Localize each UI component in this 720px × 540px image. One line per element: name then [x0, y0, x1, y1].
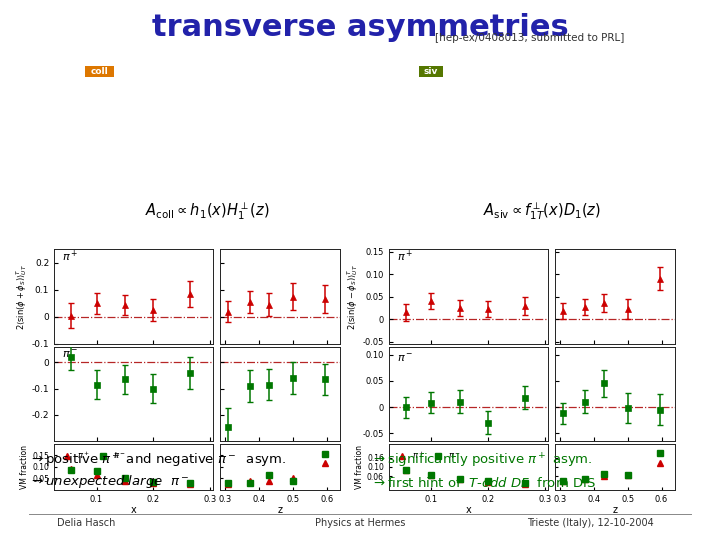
FancyBboxPatch shape	[419, 66, 443, 77]
X-axis label: z: z	[278, 505, 283, 515]
Text: $A_{\rm siv} \propto f_{1T}^\perp(x)D_1(z)$: $A_{\rm siv} \propto f_{1T}^\perp(x)D_1(…	[483, 201, 601, 222]
Text: Physics at Hermes: Physics at Hermes	[315, 518, 405, 529]
Text: Trieste (Italy), 12-10-2004: Trieste (Italy), 12-10-2004	[527, 518, 654, 529]
Text: $\pi^+$: $\pi^+$	[397, 248, 413, 264]
Legend: $\pi^+$, $\pi^-$: $\pi^+$, $\pi^-$	[393, 448, 462, 461]
Legend: $\pi^+$, $\pi^-$: $\pi^+$, $\pi^-$	[58, 448, 127, 461]
Text: $\rightarrow$positive $\pi^+$ and negative $\pi^-$  asym.: $\rightarrow$positive $\pi^+$ and negati…	[29, 452, 287, 470]
Y-axis label: VM fraction: VM fraction	[20, 445, 30, 489]
Text: $\pi^-$: $\pi^-$	[397, 353, 413, 364]
Text: $\pi^+$: $\pi^+$	[62, 248, 78, 264]
Y-axis label: VM fraction: VM fraction	[355, 445, 364, 489]
X-axis label: z: z	[613, 505, 618, 515]
FancyBboxPatch shape	[85, 66, 114, 77]
Text: $A_{\rm coll} \propto h_1(x)H_1^\perp(z)$: $A_{\rm coll} \propto h_1(x)H_1^\perp(z)…	[145, 201, 270, 222]
Text: $\rightarrow$first hint of  $\mathit{T}$-$\mathit{odd\ DF}$  from DIS: $\rightarrow$first hint of $\mathit{T}$-…	[371, 476, 595, 490]
Text: coll: coll	[91, 67, 108, 76]
X-axis label: x: x	[465, 505, 471, 515]
Text: $\rightarrow$significantly positive $\pi^+$ asym.: $\rightarrow$significantly positive $\pi…	[371, 452, 593, 470]
Text: Delia Hasch: Delia Hasch	[57, 518, 116, 529]
Text: transverse asymmetries: transverse asymmetries	[152, 14, 568, 43]
X-axis label: x: x	[130, 505, 136, 515]
Y-axis label: $2\langle\sin(\phi+\phi_S)\rangle_{UT}^T$: $2\langle\sin(\phi+\phi_S)\rangle_{UT}^T…	[14, 264, 29, 330]
Text: [hep-ex/0408013, submitted to PRL]: [hep-ex/0408013, submitted to PRL]	[434, 33, 624, 44]
Text: siv: siv	[424, 67, 438, 76]
Y-axis label: $2\langle\sin(\phi-\phi_S)\rangle_{UT}^T$: $2\langle\sin(\phi-\phi_S)\rangle_{UT}^T…	[345, 264, 360, 330]
Text: $\pi^-$: $\pi^-$	[62, 349, 78, 360]
Text: $\rightarrow$$\mathit{unexpected\ large}$  $\pi^-$: $\rightarrow$$\mathit{unexpected\ large}…	[29, 474, 189, 490]
